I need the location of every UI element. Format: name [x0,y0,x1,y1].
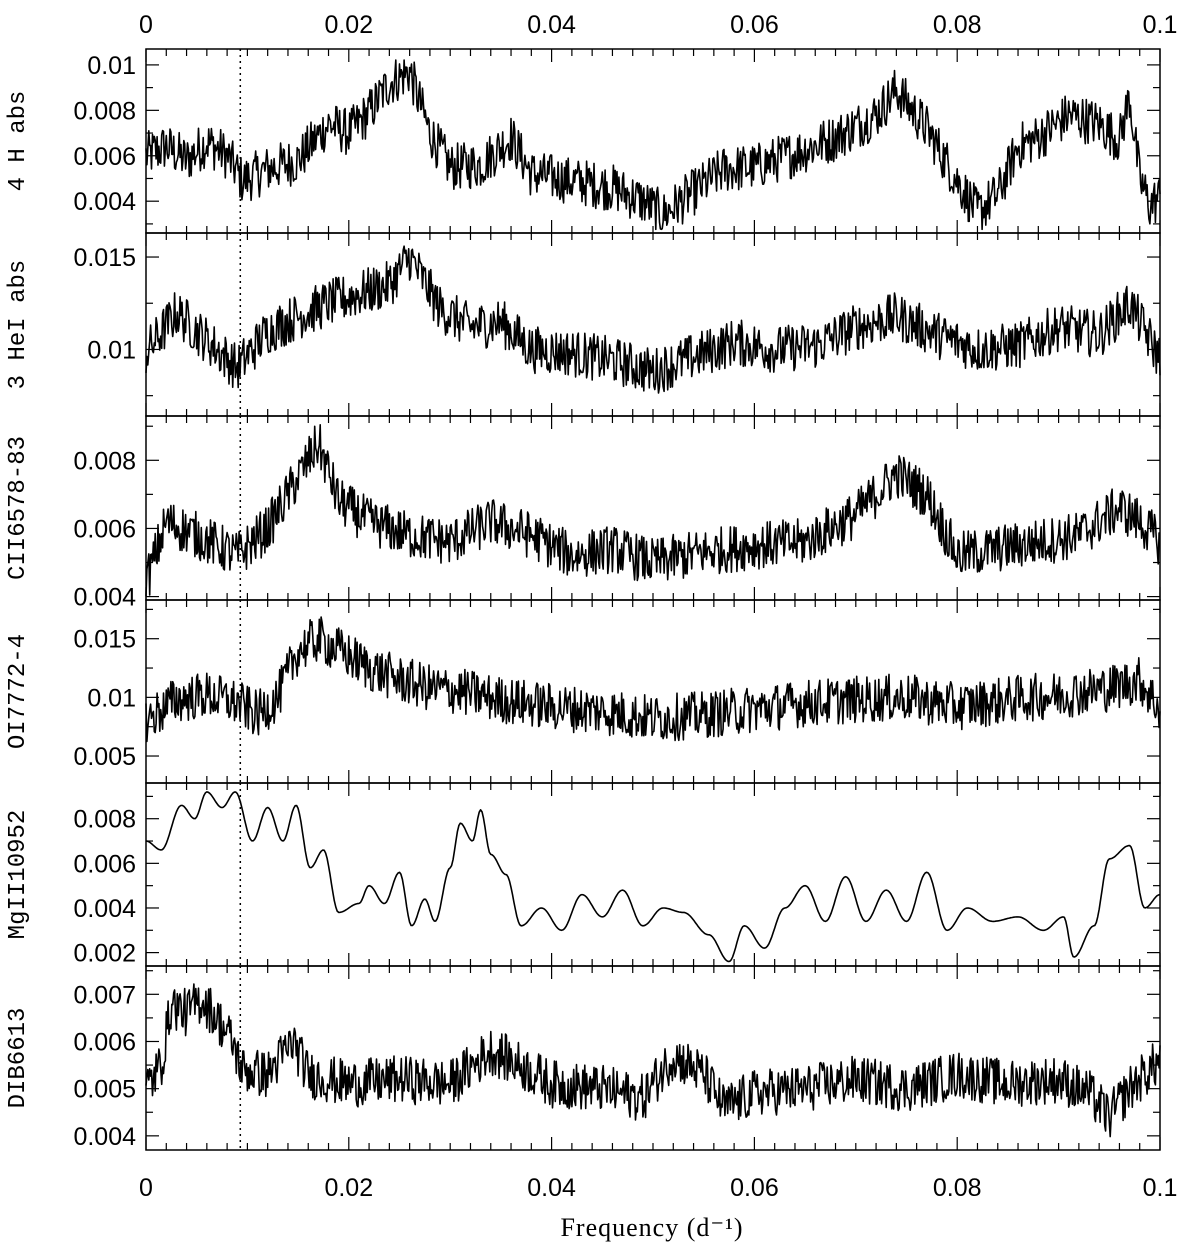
bottom-x-tick-label: 0.08 [933,1174,982,1202]
panel-frame [145,415,1161,601]
panel-y-label: 3 HeI abs [5,260,32,390]
y-tick-label: 0.004 [73,1123,136,1151]
top-x-tick-label: 0.02 [324,11,373,39]
y-tick-label: 0.015 [73,244,136,272]
y-tick-label: 0.004 [73,895,136,923]
y-tick-label: 0.01 [87,52,136,80]
y-tick-label: 0.006 [73,850,136,878]
y-tick-label: 0.01 [87,684,136,712]
series-line [145,245,1161,394]
top-x-tick-label: 0.04 [527,11,576,39]
y-tick-label: 0.004 [73,584,136,612]
top-x-tick-label: 0.06 [730,11,779,39]
bottom-x-tick-label: 0.06 [730,1174,779,1202]
series-line [145,616,1161,743]
series-line [145,983,1161,1138]
y-tick-label: 0.006 [73,1028,136,1056]
panel-y-label: CII6578-83 [5,436,32,580]
y-tick-label: 0.005 [73,1076,136,1104]
panel-frame [145,232,1161,417]
panel-y-label: 4 H abs [5,91,32,192]
panel-y-label: DIB6613 [5,1008,32,1109]
top-x-tick-label: 0.08 [933,11,982,39]
panel-y-label: MgII10952 [5,810,32,940]
panel-6: 0.004 0.005 0.006 0.007 DIB6613 [5,965,1161,1151]
y-tick-label: 0.008 [73,806,136,834]
y-tick-label: 0.004 [73,188,136,216]
y-tick-label: 0.008 [73,447,136,475]
y-tick-label: 0.015 [73,626,136,654]
panel-4: 0.005 0.01 0.015 OI7772-4 [5,599,1161,784]
bottom-x-tick-label: 0.04 [527,1174,576,1202]
panel-1: 0.004 0.006 0.008 0.01 4 H abs [5,48,1161,234]
panel-y-label: OI7772-4 [5,634,32,749]
y-tick-label: 0.006 [73,515,136,543]
top-x-tick-label: 0 [139,11,153,39]
y-tick-label: 0.002 [73,940,136,968]
panel-frame [145,48,1161,234]
y-tick-label: 0.007 [73,981,136,1009]
top-x-tick-label: 0.1 [1143,11,1178,39]
bottom-axis-tick-labels: 0 0.02 0.04 0.06 0.08 0.1 [139,1174,1177,1202]
series-line [145,59,1161,231]
bottom-x-tick-label: 0.1 [1143,1174,1178,1202]
panel-3: 0.004 0.006 0.008 CII6578-83 [5,415,1161,612]
y-tick-label: 0.008 [73,97,136,125]
y-tick-label: 0.006 [73,143,136,171]
y-tick-label: 0.005 [73,743,136,771]
panel-5: 0.002 0.004 0.006 0.008 MgII10952 [5,782,1161,968]
top-axis-tick-labels: 0 0.02 0.04 0.06 0.08 0.1 [139,11,1177,39]
y-tick-label: 0.01 [87,336,136,364]
x-axis-title: Frequency (d⁻¹) [560,1213,743,1242]
series-line [145,424,1161,597]
series-line [145,791,1161,963]
panel-2: 0.01 0.015 3 HeI abs [5,232,1161,417]
bottom-x-tick-label: 0.02 [324,1174,373,1202]
panels: 0.004 0.006 0.008 0.01 4 H abs 0.01 0.015 3 HeI… [5,48,1161,1151]
bottom-x-tick-label: 0 [139,1174,153,1202]
